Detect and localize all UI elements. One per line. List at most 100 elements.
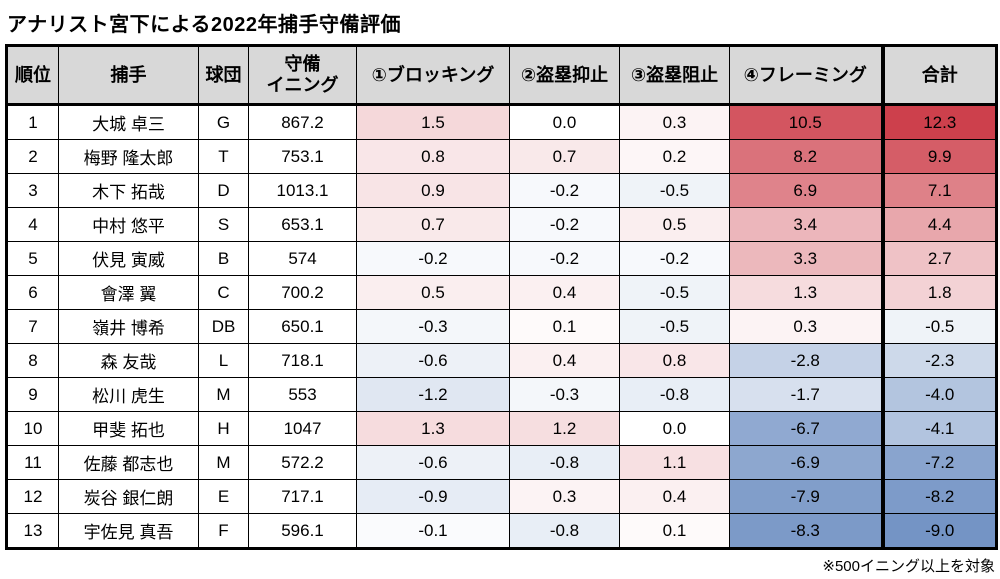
cell-framing: 0.3 [729,309,883,344]
cell-catcher-name: 會澤 翼 [58,275,199,310]
cell-steal-prevention: 1.1 [619,445,730,480]
table-row: 9 松川 虎生 M 553 -1.2 -0.3 -0.8 -1.7 -4.0 [6,377,997,412]
cell-framing: 1.3 [729,275,883,310]
cell-blocking: -0.1 [356,513,510,549]
table-row: 11 佐藤 都志也 M 572.2 -0.6 -0.8 1.1 -6.9 -7.2 [6,445,997,480]
cell-blocking: 0.8 [356,139,510,174]
cell-steal-deterrence: 0.0 [509,104,620,140]
cell-steal-prevention: -0.2 [619,241,730,276]
cell-steal-prevention: -0.5 [619,173,730,208]
cell-rank: 13 [6,513,59,549]
cell-total: -7.2 [880,445,997,480]
cell-innings: 650.1 [248,309,357,344]
cell-catcher-name: 炭谷 銀仁朗 [58,479,199,514]
cell-steal-prevention: -0.5 [619,309,730,344]
cell-blocking: 0.9 [356,173,510,208]
cell-framing: -1.7 [729,377,883,412]
cell-innings: 1047 [248,411,357,446]
cell-steal-prevention: 0.1 [619,513,730,549]
cell-rank: 1 [6,104,59,140]
cell-innings: 753.1 [248,139,357,174]
cell-team: D [198,173,249,208]
column-header-4: 守備 イニング [248,45,357,106]
cell-catcher-name: 森 友哉 [58,343,199,378]
cell-steal-deterrence: -0.3 [509,377,620,412]
cell-total: 4.4 [880,207,997,242]
cell-framing: 8.2 [729,139,883,174]
cell-framing: -2.8 [729,343,883,378]
page-title: アナリスト宮下による2022年捕手守備評価 [7,14,401,36]
cell-steal-deterrence: 0.4 [509,343,620,378]
cell-team: L [198,343,249,378]
cell-total: -0.5 [880,309,997,344]
cell-framing: -8.3 [729,513,883,549]
cell-steal-prevention: 0.8 [619,343,730,378]
cell-total: -9.0 [880,513,997,549]
cell-team: G [198,104,249,140]
cell-innings: 1013.1 [248,173,357,208]
cell-framing: -6.9 [729,445,883,480]
cell-rank: 5 [6,241,59,276]
cell-blocking: -0.9 [356,479,510,514]
cell-steal-deterrence: 0.4 [509,275,620,310]
cell-total: 7.1 [880,173,997,208]
table-row: 3 木下 拓哉 D 1013.1 0.9 -0.2 -0.5 6.9 7.1 [6,173,997,208]
cell-innings: 867.2 [248,104,357,140]
cell-total: -2.3 [880,343,997,378]
cell-steal-prevention: 0.5 [619,207,730,242]
cell-framing: 3.3 [729,241,883,276]
cell-steal-prevention: 0.3 [619,104,730,140]
cell-innings: 717.1 [248,479,357,514]
cell-total: 1.8 [880,275,997,310]
cell-blocking: -0.2 [356,241,510,276]
cell-total: 9.9 [880,139,997,174]
cell-framing: 3.4 [729,207,883,242]
table-row: 1 大城 卓三 G 867.2 1.5 0.0 0.3 10.5 12.3 [6,104,997,140]
cell-total: -4.1 [880,411,997,446]
cell-steal-prevention: 0.0 [619,411,730,446]
cell-steal-prevention: 0.4 [619,479,730,514]
cell-team: S [198,207,249,242]
column-header-2: 捕手 [58,45,199,106]
cell-total: -8.2 [880,479,997,514]
cell-rank: 2 [6,139,59,174]
cell-steal-deterrence: -0.2 [509,207,620,242]
cell-total: 2.7 [880,241,997,276]
cell-total: -4.0 [880,377,997,412]
cell-steal-deterrence: -0.2 [509,241,620,276]
column-header-1: 順位 [6,45,59,106]
cell-innings: 572.2 [248,445,357,480]
cell-steal-deterrence: 1.2 [509,411,620,446]
cell-rank: 12 [6,479,59,514]
cell-team: M [198,445,249,480]
cell-framing: 10.5 [729,104,883,140]
cell-team: C [198,275,249,310]
cell-team: M [198,377,249,412]
cell-catcher-name: 木下 拓哉 [58,173,199,208]
cell-catcher-name: 梅野 隆太郎 [58,139,199,174]
cell-rank: 6 [6,275,59,310]
table-row: 5 伏見 寅威 B 574 -0.2 -0.2 -0.2 3.3 2.7 [6,241,997,276]
cell-catcher-name: 松川 虎生 [58,377,199,412]
cell-steal-prevention: -0.8 [619,377,730,412]
cell-innings: 596.1 [248,513,357,549]
cell-innings: 553 [248,377,357,412]
column-header-9: 合計 [880,45,997,106]
cell-innings: 700.2 [248,275,357,310]
cell-framing: -7.9 [729,479,883,514]
cell-team: B [198,241,249,276]
cell-steal-deterrence: 0.7 [509,139,620,174]
cell-team: H [198,411,249,446]
cell-blocking: -0.6 [356,445,510,480]
header-row: 順位 捕手 球団 守備 イニング ①ブロッキング ②盗塁抑止 ③盗塁阻止 ④フレーミング 合計 [6,45,997,106]
cell-catcher-name: 甲斐 拓也 [58,411,199,446]
cell-framing: -6.7 [729,411,883,446]
cell-steal-deterrence: 0.1 [509,309,620,344]
cell-innings: 718.1 [248,343,357,378]
cell-blocking: -1.2 [356,377,510,412]
table-row: 10 甲斐 拓也 H 1047 1.3 1.2 0.0 -6.7 -4.1 [6,411,997,446]
footnote: ※500イニング以上を対象 [822,558,995,575]
cell-steal-deterrence: -0.8 [509,445,620,480]
table-row: 2 梅野 隆太郎 T 753.1 0.8 0.7 0.2 8.2 9.9 [6,139,997,174]
